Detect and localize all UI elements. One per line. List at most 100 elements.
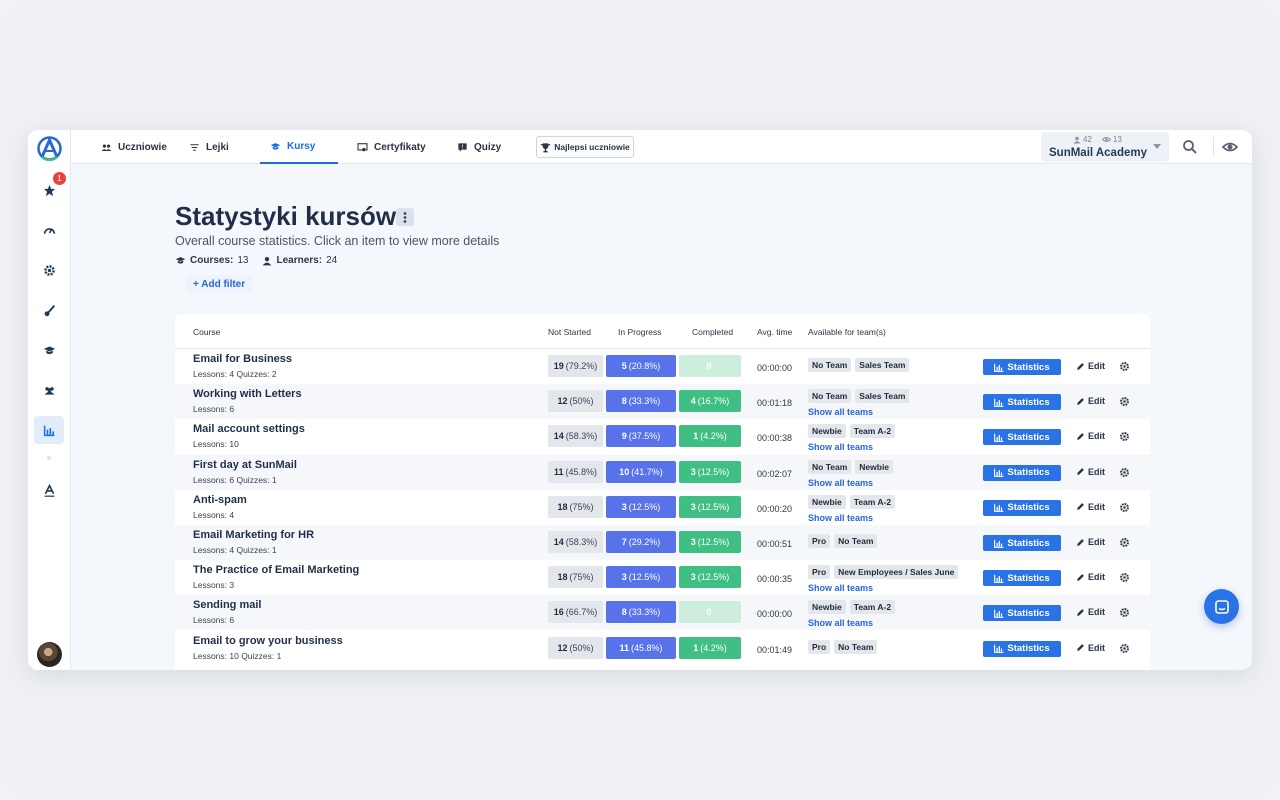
team-tag: Team A-2 [849,494,896,509]
tab-kursy[interactable]: Kursy [260,130,338,164]
table-row[interactable]: Anti-spam Lessons: 4 18 (75%) 3 (12.5%) 3 (12.5… [175,490,1150,525]
tab-certyfikaty[interactable]: Certyfikaty [357,130,426,164]
gear-icon[interactable] [1119,467,1130,478]
course-name[interactable]: The Practice of Email Marketing [193,564,360,577]
show-all-teams-link[interactable]: Show all teams [808,477,874,488]
edit-button[interactable]: Edit [1076,431,1105,441]
sidebar-item-courses[interactable] [34,336,64,364]
gear-icon[interactable] [1119,361,1130,372]
completed-percent: (12.5%) [697,501,730,512]
gear-icon[interactable] [1119,607,1130,618]
gear-icon[interactable] [1119,396,1130,407]
best-students-button[interactable]: Najlepsi uczniowie [536,136,634,158]
team-tag: Sales Team [855,389,910,404]
font-icon [44,483,54,497]
edit-button[interactable]: Edit [1076,607,1105,617]
statistics-button[interactable]: Statistics [983,499,1061,516]
sidebar-item-typography[interactable] [34,476,64,504]
edit-button[interactable]: Edit [1076,643,1105,653]
edit-button[interactable]: Edit [1076,467,1105,477]
academy-switcher[interactable]: 42 13 SunMail Academy [1041,132,1169,162]
in-progress-count: 8 [621,607,627,618]
team-list: No Team Sales Team [808,389,910,404]
search-icon[interactable] [1182,139,1198,155]
table-row[interactable]: Sending mail Lessons: 6 16 (66.7%) 8 (33.3%) 0… [175,595,1150,631]
edit-label: Edit [1088,572,1105,583]
team-list: Pro No Team [808,534,878,548]
tab-quizy[interactable]: ! Quizy [457,130,501,164]
show-all-teams-link[interactable]: Show all teams [808,618,874,629]
header-avg-time[interactable]: Avg. time [757,327,793,337]
not-started-count: 19 [553,361,564,371]
gear-icon[interactable] [1119,431,1130,442]
gear-icon[interactable] [1119,643,1130,654]
table-row[interactable]: Working with Letters Lessons: 6 12 (50%) 8 (3… [175,384,1150,420]
sidebar-item-dashboard[interactable] [34,216,64,244]
course-name[interactable]: Mail account settings [193,423,305,436]
course-name[interactable]: Email to grow your business [193,634,343,647]
header-in-progress[interactable]: In Progress [618,327,662,337]
sidebar-item-settings[interactable] [34,256,64,284]
sidebar-item-design[interactable] [34,296,64,324]
edit-button[interactable]: Edit [1076,502,1105,512]
course-name[interactable]: First day at SunMail [193,458,297,471]
tab-label: Quizy [474,141,502,153]
sidebar-item-statistics[interactable] [34,416,64,444]
chat-launcher-button[interactable] [1204,589,1239,624]
show-all-teams-link[interactable]: Show all teams [808,442,874,453]
edit-button[interactable]: Edit [1076,361,1105,371]
page-options-button[interactable] [396,208,414,226]
avatar[interactable] [37,642,62,667]
show-all-teams-link[interactable]: Show all teams [808,407,874,418]
completed-cell: 0 [679,355,741,377]
completed-count: 3 [690,537,696,547]
statistics-button[interactable]: Statistics [983,640,1061,657]
header-completed[interactable]: Completed [692,327,734,337]
table-row[interactable]: First day at SunMail Lessons: 6 Quizzes: … [175,454,1150,490]
statistics-button[interactable]: Statistics [983,464,1061,481]
statistics-button[interactable]: Statistics [983,570,1061,587]
statistics-label: Statistics [1007,607,1050,619]
course-name[interactable]: Email Marketing for HR [193,529,315,541]
statistics-button[interactable]: Statistics [983,429,1061,446]
statistics-button[interactable]: Statistics [983,605,1061,622]
chat-icon [1214,599,1229,614]
show-all-teams-link[interactable]: Show all teams [808,512,874,523]
in-progress-count: 5 [621,361,627,371]
sidebar-item-favorites[interactable] [34,176,64,204]
course-name[interactable]: Working with Letters [193,388,302,401]
add-filter-button[interactable]: + Add filter [186,275,253,293]
eye-icon[interactable] [1222,139,1238,155]
avg-time: 00:01:49 [757,644,793,655]
table-row[interactable]: The Practice of Email Marketing Lessons: … [175,560,1150,595]
tab-uczniowie[interactable]: Uczniowie [101,130,167,164]
edit-button[interactable]: Edit [1076,396,1105,406]
header-course[interactable]: Course [193,327,221,337]
edit-button[interactable]: Edit [1076,572,1105,582]
in-progress-percent: (37.5%) [628,431,661,442]
table-row[interactable]: Mail account settings Lessons: 10 14 (58.3%… [175,419,1150,454]
completed-percent: (12.5%) [697,537,730,547]
not-started-count: 14 [553,431,564,442]
table-row[interactable]: Email to grow your business Lessons: 10 Q… [175,631,1150,666]
table-row[interactable]: Email Marketing for HR Lessons: 4 Quizzes… [175,525,1150,560]
statistics-label: Statistics [1007,572,1050,584]
statistics-button[interactable]: Statistics [983,359,1061,375]
course-name[interactable]: Sending mail [193,599,262,612]
gear-icon[interactable] [1119,502,1130,513]
sidebar-item-users[interactable] [34,376,64,404]
header-not-started[interactable]: Not Started [548,327,591,337]
course-name[interactable]: Email for Business [193,353,293,365]
tab-label: Lejki [206,141,229,153]
statistics-button[interactable]: Statistics [983,535,1061,551]
table-row[interactable]: Email for Business Lessons: 4 Quizzes: 2 1… [175,349,1150,384]
app-logo-icon[interactable] [37,136,62,161]
show-all-teams-link[interactable]: Show all teams [808,583,874,594]
course-name[interactable]: Anti-spam [193,493,247,506]
gear-icon[interactable] [1119,572,1130,583]
in-progress-cell: 8 (33.3%) [606,390,676,413]
edit-button[interactable]: Edit [1076,537,1105,547]
tab-lejki[interactable]: Lejki [189,130,229,164]
gear-icon[interactable] [1119,537,1130,548]
statistics-button[interactable]: Statistics [983,394,1061,411]
